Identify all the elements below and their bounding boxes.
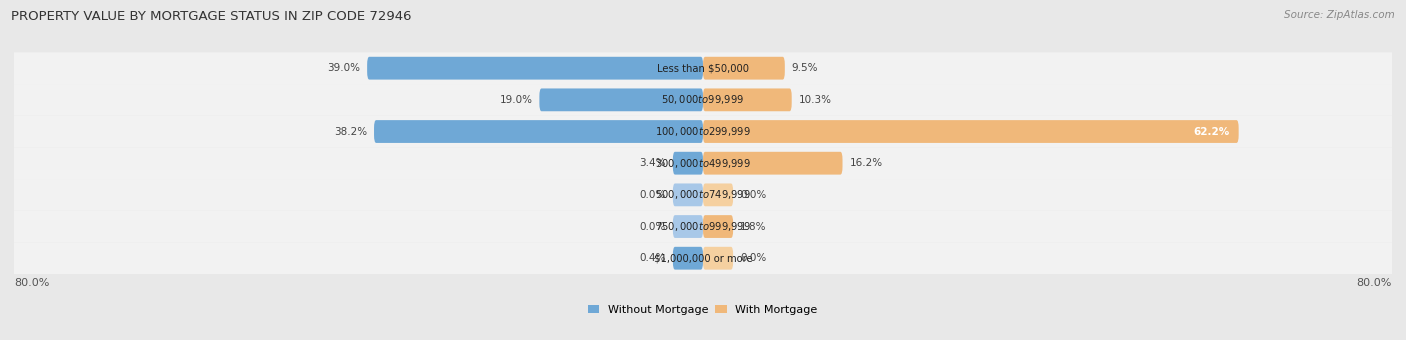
FancyBboxPatch shape — [703, 88, 792, 111]
Text: 0.0%: 0.0% — [640, 190, 666, 200]
FancyBboxPatch shape — [703, 120, 1239, 143]
Text: Source: ZipAtlas.com: Source: ZipAtlas.com — [1284, 10, 1395, 20]
Text: 0.0%: 0.0% — [640, 222, 666, 232]
Text: 3.4%: 3.4% — [640, 158, 666, 168]
FancyBboxPatch shape — [703, 215, 733, 238]
Text: 80.0%: 80.0% — [14, 278, 49, 288]
Legend: Without Mortgage, With Mortgage: Without Mortgage, With Mortgage — [588, 305, 818, 315]
FancyBboxPatch shape — [673, 152, 703, 175]
FancyBboxPatch shape — [10, 52, 1396, 84]
FancyBboxPatch shape — [10, 179, 1396, 211]
Text: 62.2%: 62.2% — [1194, 126, 1230, 137]
Text: 0.0%: 0.0% — [740, 190, 766, 200]
FancyBboxPatch shape — [10, 211, 1396, 242]
FancyBboxPatch shape — [703, 57, 785, 80]
Text: Less than $50,000: Less than $50,000 — [657, 63, 749, 73]
FancyBboxPatch shape — [10, 84, 1396, 116]
Text: $50,000 to $99,999: $50,000 to $99,999 — [661, 94, 745, 106]
Text: PROPERTY VALUE BY MORTGAGE STATUS IN ZIP CODE 72946: PROPERTY VALUE BY MORTGAGE STATUS IN ZIP… — [11, 10, 412, 23]
FancyBboxPatch shape — [540, 88, 703, 111]
Text: 39.0%: 39.0% — [328, 63, 360, 73]
Text: $750,000 to $999,999: $750,000 to $999,999 — [655, 220, 751, 233]
Text: $300,000 to $499,999: $300,000 to $499,999 — [655, 157, 751, 170]
FancyBboxPatch shape — [10, 242, 1396, 274]
Text: 1.8%: 1.8% — [740, 222, 766, 232]
Text: 0.0%: 0.0% — [740, 253, 766, 263]
Text: 9.5%: 9.5% — [792, 63, 818, 73]
FancyBboxPatch shape — [673, 247, 703, 270]
FancyBboxPatch shape — [374, 120, 703, 143]
FancyBboxPatch shape — [673, 184, 703, 206]
FancyBboxPatch shape — [703, 152, 842, 175]
FancyBboxPatch shape — [673, 215, 703, 238]
Text: 0.4%: 0.4% — [640, 253, 666, 263]
Text: 19.0%: 19.0% — [499, 95, 533, 105]
FancyBboxPatch shape — [10, 116, 1396, 147]
Text: 38.2%: 38.2% — [335, 126, 367, 137]
Text: 10.3%: 10.3% — [799, 95, 831, 105]
Text: $500,000 to $749,999: $500,000 to $749,999 — [655, 188, 751, 201]
FancyBboxPatch shape — [10, 147, 1396, 179]
Text: $100,000 to $299,999: $100,000 to $299,999 — [655, 125, 751, 138]
Text: $1,000,000 or more: $1,000,000 or more — [654, 253, 752, 263]
Text: 16.2%: 16.2% — [849, 158, 883, 168]
Text: 80.0%: 80.0% — [1357, 278, 1392, 288]
FancyBboxPatch shape — [703, 247, 733, 270]
FancyBboxPatch shape — [367, 57, 703, 80]
FancyBboxPatch shape — [703, 184, 733, 206]
